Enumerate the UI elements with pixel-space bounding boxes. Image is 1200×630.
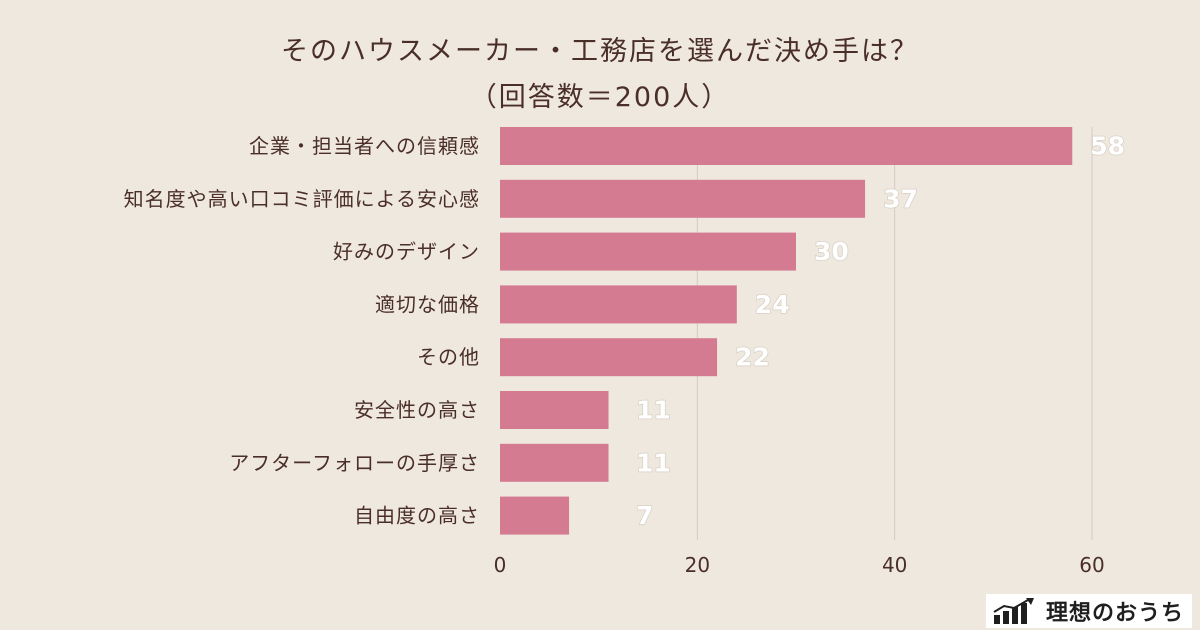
x-tick-label: 60 [1079,553,1104,577]
logo-text: 理想のおうち [1045,601,1184,626]
category-labels: 企業・担当者への信頼感知名度や高い口コミ評価による安心感好みのデザイン適切な価格… [124,134,480,528]
category-label: 安全性の高さ [354,398,480,422]
bar [500,232,796,271]
bar [500,285,737,324]
value-label: 11 [636,448,671,477]
chart-title: そのハウスメーカー・工務店を選んだ決め手は？ [281,36,919,67]
value-label: 58 [1090,132,1125,161]
x-tick-label: 20 [685,553,710,577]
bar [500,391,609,429]
value-label: 22 [735,343,770,372]
x-tick-label: 0 [494,553,507,577]
bar [500,443,609,482]
value-labels: 58 37 30 24 22 11 11 7 [635,131,1126,531]
value-label: 30 [814,237,849,266]
category-label: 知名度や高い口コミ評価による安心感 [124,187,480,211]
category-label: その他 [417,345,480,369]
bar [500,496,570,535]
value-label: 7 [636,501,653,530]
bar [500,127,1073,165]
x-axis-ticks: 0 20 40 60 [494,553,1105,577]
bars [500,127,1073,535]
x-tick-label: 40 [882,553,907,577]
value-label: 37 [883,184,918,213]
rising-bars-icon [993,598,1034,624]
category-label: 適切な価格 [375,292,480,316]
category-label: 好みのデザイン [333,240,480,264]
category-label: アフターフォローの手厚さ [229,451,480,475]
category-label: 自由度の高さ [354,504,480,528]
value-label: 11 [636,396,671,425]
bar [500,179,866,218]
brand-logo: 理想のおうち [985,594,1192,628]
value-label: 24 [755,290,790,319]
category-label: 企業・担当者への信頼感 [249,134,480,158]
chart-subtitle: （回答数＝200人） [470,82,731,113]
bar [500,338,718,377]
